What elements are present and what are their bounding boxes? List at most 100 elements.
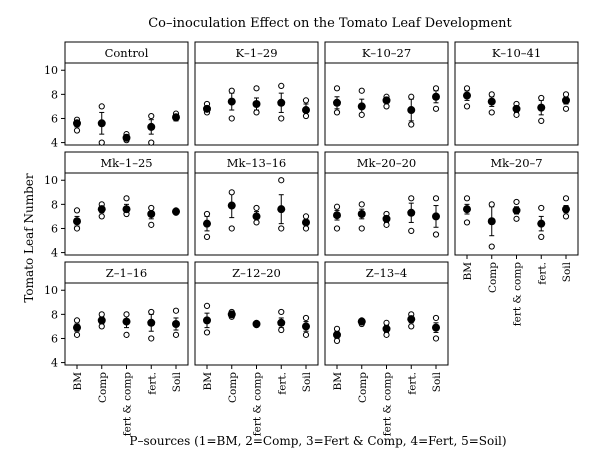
y-tick-label: 4 xyxy=(51,357,58,370)
observation-point xyxy=(148,335,155,342)
panel-strip-label: Z–12–20 xyxy=(232,266,281,280)
observation-point xyxy=(513,111,520,118)
y-tick-label: 10 xyxy=(44,64,58,77)
x-axis-label: P–sources (1=BM, 2=Comp, 3=Fert & Comp, … xyxy=(129,434,506,448)
observation-point xyxy=(358,87,365,94)
observation-point xyxy=(253,219,260,226)
x-tick-label: Comp xyxy=(357,372,369,403)
x-tick-label: Comp xyxy=(97,372,109,403)
mean-point xyxy=(487,97,496,106)
observation-point xyxy=(383,331,390,338)
y-tick-label: 6 xyxy=(51,332,58,345)
mean-point xyxy=(302,218,310,227)
mean-point xyxy=(73,119,81,128)
mean-point xyxy=(512,104,521,113)
x-tick-label: Soil xyxy=(301,371,313,392)
mean-point xyxy=(463,205,471,214)
observation-point xyxy=(278,115,285,122)
observation-point xyxy=(463,195,471,202)
observation-point xyxy=(98,311,105,318)
mean-point xyxy=(227,201,236,210)
mean-point xyxy=(122,205,131,214)
panel-strip-label: Z–1–16 xyxy=(106,266,147,280)
observation-point xyxy=(383,319,390,326)
x-tick-label: BM xyxy=(72,372,84,391)
observation-point xyxy=(203,302,211,310)
panel-p4: Mk–1–25 4 6 8 10 xyxy=(44,151,189,260)
observation-point xyxy=(562,195,570,202)
mean-point xyxy=(432,212,440,221)
x-tick-label: Comp xyxy=(227,372,239,403)
panel-plot-area xyxy=(324,62,449,146)
mean-point xyxy=(357,102,366,111)
mean-point xyxy=(147,318,156,327)
chart-title: Co–inoculation Effect on the Tomato Leaf… xyxy=(148,16,512,31)
observation-point xyxy=(358,225,365,232)
observation-point xyxy=(228,87,235,94)
observation-point xyxy=(463,219,471,226)
y-tick-label: 8 xyxy=(51,88,58,101)
observation-point xyxy=(148,204,155,212)
x-tick-label: Soil xyxy=(171,371,183,392)
panel-p10: Z–13–4 BM Comp fert & comp fert. Soil xyxy=(324,261,449,436)
x-tick-label: fert. xyxy=(276,372,288,395)
observation-point xyxy=(513,215,520,222)
observation-point xyxy=(98,213,105,220)
observation-point xyxy=(73,127,81,134)
observation-point xyxy=(432,195,440,202)
mean-point xyxy=(432,92,440,101)
mean-point xyxy=(277,98,286,107)
observation-point xyxy=(538,233,545,241)
observation-point xyxy=(253,109,260,116)
mean-point xyxy=(407,208,416,217)
observation-point xyxy=(278,177,285,184)
observation-point xyxy=(432,314,440,322)
observation-point xyxy=(123,195,130,202)
observation-point xyxy=(73,225,81,232)
y-tick-label: 10 xyxy=(44,174,58,187)
observation-point xyxy=(172,331,180,338)
observation-point xyxy=(148,112,155,120)
observation-point xyxy=(463,85,471,92)
mean-point xyxy=(73,323,81,332)
observation-point xyxy=(432,231,440,238)
panel-strip-label: K–1–29 xyxy=(235,46,277,60)
y-tick-label: 8 xyxy=(51,198,58,211)
mean-point xyxy=(203,104,211,113)
x-tick-label: fert & comp xyxy=(252,372,264,437)
mean-point xyxy=(562,205,570,214)
observation-point xyxy=(333,325,341,332)
observation-point xyxy=(383,103,390,110)
panel-plot-area xyxy=(324,282,449,366)
observation-point xyxy=(513,198,520,206)
observation-point xyxy=(73,207,81,214)
observation-point xyxy=(463,103,471,110)
observation-point xyxy=(333,85,341,92)
observation-point xyxy=(488,201,495,208)
mean-point xyxy=(147,122,156,131)
mean-point xyxy=(357,317,366,326)
y-tick-label: 6 xyxy=(51,112,58,125)
mean-point xyxy=(172,320,180,328)
mean-point xyxy=(97,316,106,325)
observation-point xyxy=(358,111,365,118)
observation-point xyxy=(228,225,235,232)
mean-point xyxy=(252,320,261,328)
x-tick-label: fert. xyxy=(406,372,418,395)
mean-point xyxy=(463,91,471,100)
y-tick-label: 10 xyxy=(44,284,58,297)
observation-point xyxy=(73,331,81,338)
mean-point xyxy=(333,330,341,339)
mean-point xyxy=(147,210,156,218)
observation-point xyxy=(333,203,341,210)
mean-point xyxy=(277,205,286,214)
panel-p7: Mk–20–7 BM Comp fert & comp fert. Soil xyxy=(454,151,579,327)
x-tick-label: fert & comp xyxy=(512,262,524,327)
observation-point xyxy=(408,323,415,330)
panel-p9: Z–12–20 BM Comp fert & comp fert. Soil xyxy=(194,261,319,437)
observation-point xyxy=(228,189,235,196)
mean-point xyxy=(357,210,366,218)
x-tick-label: BM xyxy=(332,372,344,391)
panel-strip-label: Mk–20–7 xyxy=(490,156,542,170)
observation-point xyxy=(278,225,285,232)
